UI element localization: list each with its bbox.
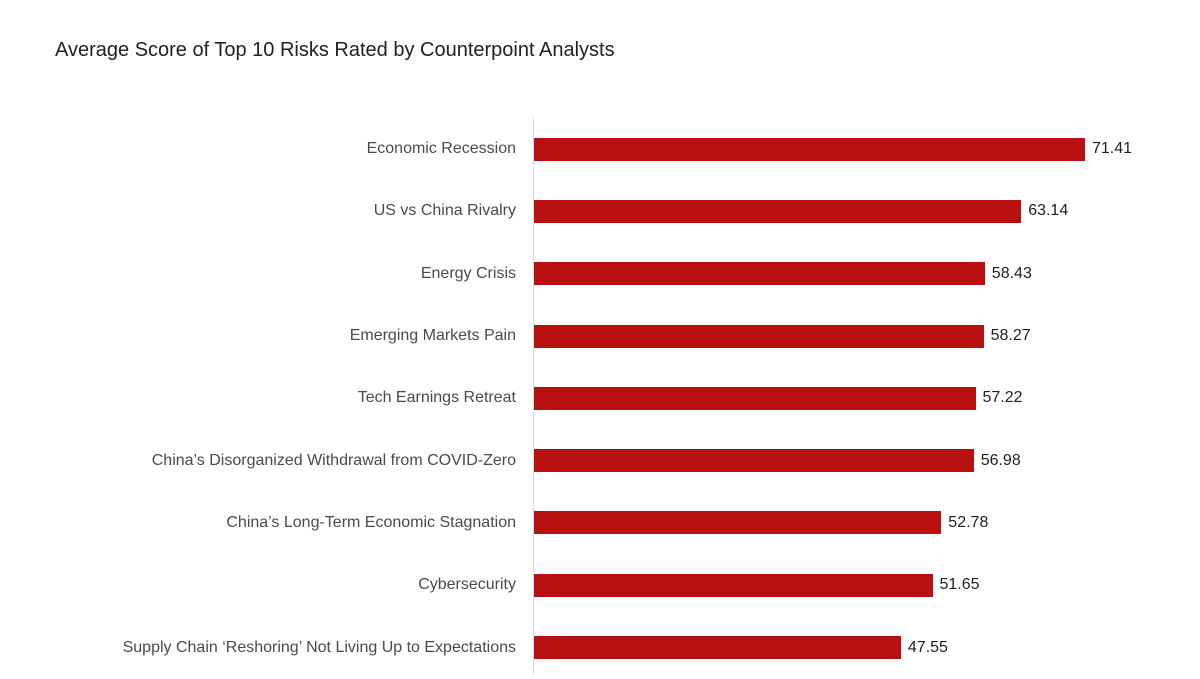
category-label: Supply Chain ‘Reshoring’ Not Living Up t…	[122, 638, 516, 656]
bar-row: Cybersecurity 51.65	[0, 554, 1200, 616]
value-label: 56.98	[980, 451, 1021, 469]
bar-rows: Economic Recession 71.41 US vs China Rival…	[0, 118, 1200, 679]
value-label: 63.14	[1028, 202, 1069, 220]
bar-row: Economic Recession 71.41	[0, 118, 1200, 180]
bar	[534, 262, 985, 286]
bar-row: Supply Chain ‘Reshoring’ Not Living Up t…	[0, 616, 1200, 678]
bar-row: Tech Earnings Retreat 57.22	[0, 367, 1200, 429]
bar	[534, 511, 942, 535]
category-label: Energy Crisis	[420, 264, 516, 282]
value-label: 58.27	[990, 327, 1031, 345]
value-label: 52.78	[948, 513, 989, 531]
bar-row: US vs China Rivalry 63.14	[0, 180, 1200, 242]
category-label: Cybersecurity	[418, 576, 516, 594]
category-label: China’s Disorganized Withdrawal from COV…	[151, 451, 516, 469]
bar	[534, 636, 901, 660]
bar	[534, 199, 1022, 223]
bar-row: Emerging Markets Pain 58.27	[0, 305, 1200, 367]
value-label: 71.41	[1092, 140, 1133, 158]
bar-row: China’s Disorganized Withdrawal from COV…	[0, 429, 1200, 491]
category-label: Tech Earnings Retreat	[357, 389, 516, 407]
bar	[534, 324, 984, 348]
category-label: US vs China Rivalry	[373, 202, 516, 220]
category-label: Emerging Markets Pain	[349, 327, 516, 345]
bar	[534, 386, 976, 410]
bar	[534, 137, 1085, 161]
bar-row: China’s Long-Term Economic Stagnation 52.…	[0, 492, 1200, 554]
value-label: 58.43	[991, 264, 1032, 282]
category-label: China’s Long-Term Economic Stagnation	[226, 513, 516, 531]
baseline-axis	[533, 118, 534, 675]
bar	[534, 573, 933, 597]
bar	[534, 449, 974, 473]
value-label: 47.55	[907, 638, 948, 656]
chart-title: Average Score of Top 10 Risks Rated by C…	[55, 39, 615, 61]
bar-chart: Economic Recession 71.41 US vs China Rival…	[0, 118, 1200, 675]
value-label: 57.22	[982, 389, 1023, 407]
value-label: 51.65	[939, 576, 980, 594]
category-label: Economic Recession	[366, 140, 516, 158]
bar-row: Energy Crisis 58.43	[0, 243, 1200, 305]
